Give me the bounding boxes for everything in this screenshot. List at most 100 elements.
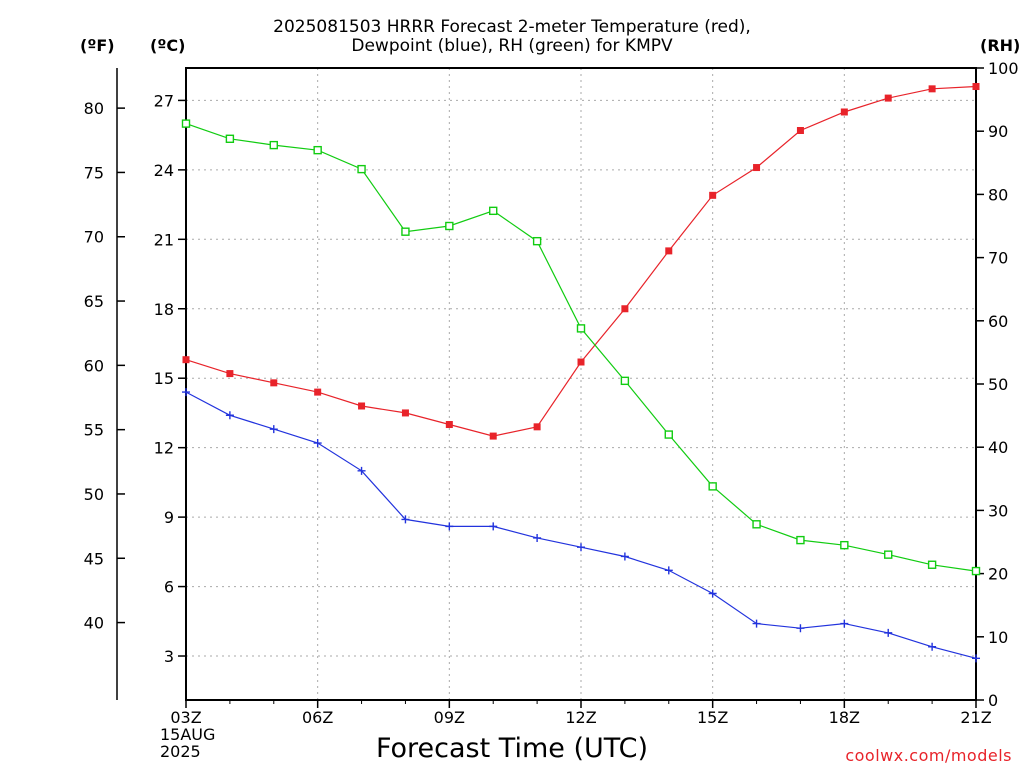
rh-tick-label: 50 (988, 375, 1008, 394)
x-date-line-2: 2025 (160, 742, 201, 761)
dewpoint-point (972, 654, 980, 663)
dewpoint-point (752, 619, 761, 628)
temperature-point (840, 108, 848, 116)
temperature-point (796, 127, 804, 135)
dewpoint-point (708, 589, 717, 598)
rh-tick-label: 60 (988, 312, 1008, 331)
series-layer (181, 83, 981, 663)
temperature-point (270, 379, 278, 387)
dewpoint-point (313, 439, 322, 448)
fahrenheit-tick-label: 70 (84, 228, 104, 247)
rh-point (840, 540, 849, 550)
celsius-tick-label: 27 (154, 91, 174, 110)
rh-tick-label: 20 (988, 565, 1008, 584)
rh-tick-label: 80 (988, 185, 1008, 204)
x-axis-label: Forecast Time (UTC) (375, 733, 649, 764)
rh-point (225, 134, 235, 143)
dewpoint-point (357, 466, 366, 475)
rh-point (445, 221, 454, 231)
rh-tick-label: 100 (988, 59, 1019, 78)
fahrenheit-tick-label: 40 (84, 614, 104, 633)
dewpoint-point (840, 619, 849, 628)
x-tick-label: 12Z (565, 708, 596, 727)
axis-layer: 3 6 9 12 15 18 21 24 27 40 45 50 55 60 65 70 75 80 0 10 20 30… (84, 59, 1019, 727)
celsius-tick-label: 9 (164, 508, 174, 527)
rh-point (313, 145, 322, 155)
temperature-point (621, 305, 629, 313)
dewpoint-point (884, 628, 893, 637)
x-tick-label: 18Z (829, 708, 860, 727)
dewpoint-point (489, 522, 498, 531)
fahrenheit-tick-label: 80 (84, 99, 104, 118)
fahrenheit-tick-label: 55 (84, 421, 104, 440)
temperature-point (709, 191, 717, 199)
rh-tick-label: 90 (988, 122, 1008, 141)
rh-tick-label: 40 (988, 438, 1008, 457)
temperature-point (928, 85, 936, 93)
rh-point (532, 236, 542, 246)
temperature-point (972, 83, 980, 91)
dewpoint-point (796, 624, 805, 633)
temperature-point (577, 358, 585, 366)
rh-point (752, 520, 761, 529)
rh-point (401, 227, 410, 236)
x-date-line-1: 15AUG (160, 725, 216, 744)
temperature-point (533, 423, 541, 431)
chart-title-line-1: 2025081503 HRRR Forecast 2-meter Tempera… (273, 17, 751, 37)
x-tick-label: 06Z (302, 708, 333, 727)
temperature-point (314, 388, 322, 396)
rh-unit-label: (RH) (980, 36, 1021, 55)
temperature-point (884, 94, 892, 102)
rh-point (489, 206, 498, 216)
temperature-point (665, 247, 673, 255)
dewpoint-point (620, 552, 629, 561)
temperature-point (182, 356, 190, 364)
rh-point (576, 324, 586, 333)
rh-point (796, 535, 805, 545)
fahrenheit-unit-label: (ºF) (80, 36, 115, 55)
rh-point (181, 119, 191, 128)
dewpoint-point (225, 411, 234, 420)
dewpoint-point (269, 425, 278, 434)
dewpoint-point (401, 515, 410, 524)
fahrenheit-tick-label: 50 (84, 485, 104, 504)
rh-series (181, 119, 981, 576)
x-tick-label: 03Z (170, 708, 201, 727)
temperature-point (445, 421, 453, 429)
rh-tick-label: 10 (988, 628, 1008, 647)
dewpoint-point (182, 388, 190, 397)
rh-point (971, 566, 981, 576)
celsius-tick-label: 15 (154, 369, 174, 388)
celsius-tick-label: 18 (154, 300, 174, 319)
rh-tick-label: 70 (988, 249, 1008, 268)
celsius-tick-label: 24 (154, 161, 174, 180)
rh-point (664, 430, 673, 439)
rh-tick-label: 30 (988, 501, 1008, 520)
temperature-series (182, 83, 980, 440)
temperature-point (226, 370, 234, 378)
fahrenheit-tick-label: 75 (84, 163, 104, 182)
rh-tick-label: 0 (988, 691, 998, 710)
rh-point (357, 164, 366, 174)
temperature-point (401, 409, 409, 417)
dewpoint-series (182, 388, 980, 663)
dewpoint-point (533, 533, 542, 542)
dewpoint-point (577, 543, 585, 552)
credit-link[interactable]: coolwx.com/models (845, 746, 1012, 765)
x-tick-label: 09Z (434, 708, 465, 727)
rh-point (269, 140, 278, 150)
dewpoint-point (928, 642, 937, 651)
celsius-tick-label: 6 (164, 578, 174, 597)
grid-layer (186, 68, 976, 700)
fahrenheit-tick-label: 65 (84, 292, 104, 311)
dewpoint-point (664, 566, 673, 575)
celsius-unit-label: (ºC) (150, 36, 186, 55)
rh-point (620, 376, 630, 386)
chart-title-line-2: Dewpoint (blue), RH (green) for KMPV (351, 36, 673, 56)
celsius-tick-label: 12 (154, 439, 174, 458)
celsius-tick-label: 3 (164, 647, 174, 666)
dewpoint-point (445, 522, 454, 531)
rh-point (884, 550, 893, 559)
temperature-point (358, 402, 366, 410)
